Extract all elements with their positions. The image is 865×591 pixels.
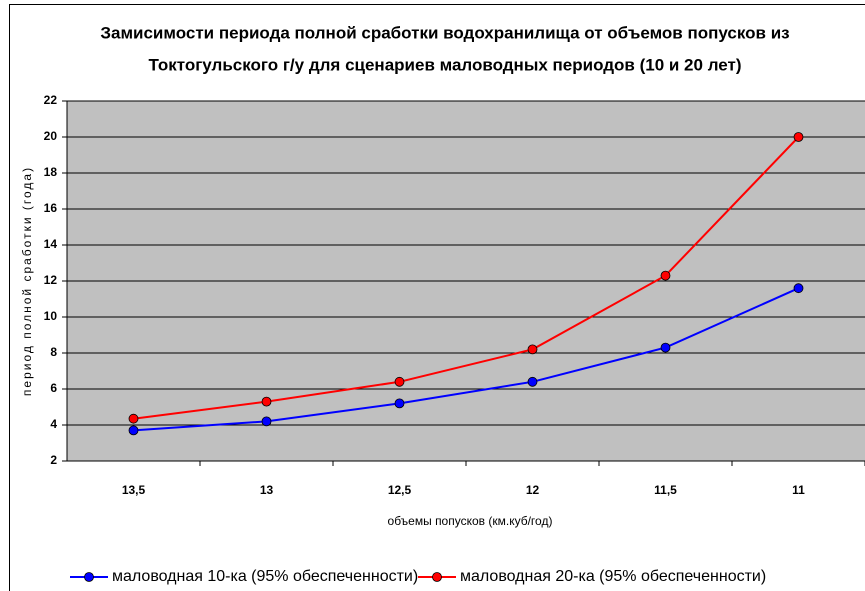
y-tick-label: 4	[50, 417, 57, 431]
y-tick-label: 20	[44, 129, 58, 143]
y-axis-label: период полной сработки (года)	[20, 166, 34, 396]
legend-marker	[432, 572, 442, 582]
x-tick-label: 11,5	[654, 483, 677, 497]
x-tick-label: 13	[260, 483, 274, 497]
y-tick-label: 22	[44, 93, 58, 107]
y-tick-label: 18	[44, 165, 58, 179]
x-tick-label: 11	[792, 483, 805, 497]
y-tick-label: 16	[44, 201, 58, 215]
y-tick-label: 8	[50, 345, 57, 359]
x-tick-label: 12,5	[388, 483, 412, 497]
y-tick-label: 10	[44, 309, 58, 323]
x-axis-label: объемы попусков (км.куб/год)	[388, 514, 553, 528]
y-tick-label: 12	[44, 273, 58, 287]
data-point	[793, 132, 804, 142]
data-point	[660, 270, 671, 281]
legend-label: маловодная 20-ка (95% обеспеченности)	[460, 568, 766, 585]
y-tick-label: 2	[50, 453, 57, 467]
data-point	[660, 342, 671, 353]
data-point	[527, 376, 538, 387]
x-tick-label: 13,5	[122, 483, 146, 497]
data-point	[261, 416, 272, 427]
data-point	[128, 425, 139, 436]
data-point	[394, 376, 405, 387]
chart-title: Токтогульского г/у для сценариев маловод…	[149, 55, 742, 74]
y-tick-label: 6	[50, 381, 57, 395]
series-line	[133, 136, 800, 420]
y-tick-label: 14	[44, 237, 58, 251]
legend-marker	[84, 572, 94, 582]
legend-label: маловодная 10-ка (95% обеспеченности)	[112, 568, 418, 585]
series-line	[133, 287, 799, 432]
data-point	[527, 344, 538, 355]
chart-title: Замисимости периода полной сработки водо…	[100, 23, 789, 42]
data-point	[128, 413, 139, 424]
x-tick-label: 12	[526, 483, 540, 497]
data-point	[394, 398, 405, 409]
data-point	[793, 283, 804, 294]
data-point	[261, 396, 272, 407]
